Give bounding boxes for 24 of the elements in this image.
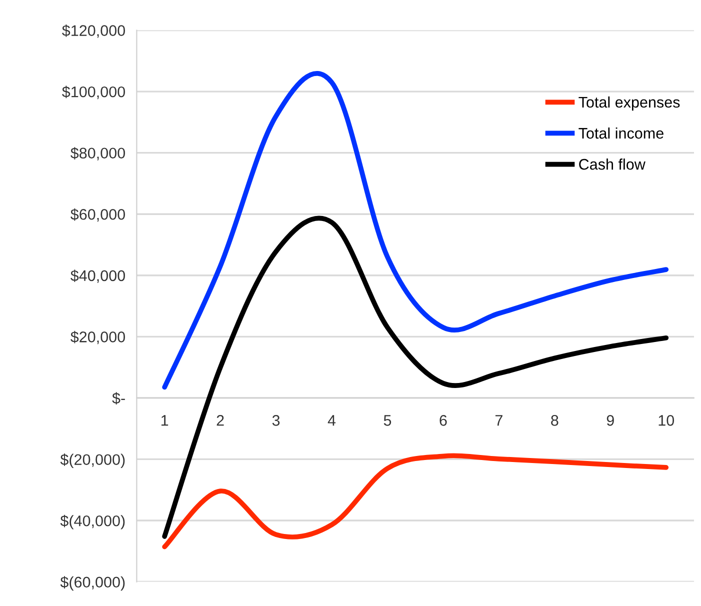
y-tick-label: $- bbox=[112, 392, 125, 405]
y-tick-label: $(20,000) bbox=[60, 454, 125, 468]
y-tick-label: $(40,000) bbox=[60, 514, 125, 530]
x-tick-label: 3 bbox=[272, 415, 280, 426]
y-tick-label: $60,000 bbox=[70, 208, 125, 222]
legend-label: Total expenses bbox=[578, 96, 680, 111]
y-tick-label: $(60,000) bbox=[60, 576, 125, 591]
x-tick-label: 10 bbox=[658, 415, 674, 426]
x-tick-label: 5 bbox=[384, 415, 392, 426]
y-tick-label: $40,000 bbox=[70, 270, 125, 283]
x-tick-label: 8 bbox=[551, 415, 558, 426]
y-tick-label: $120,000 bbox=[62, 24, 125, 38]
line-series bbox=[162, 453, 669, 550]
x-tick-label: 2 bbox=[216, 415, 224, 426]
x-tick-label: 1 bbox=[161, 415, 168, 426]
y-tick-label: $20,000 bbox=[70, 330, 125, 344]
y-tick-label: $100,000 bbox=[62, 86, 125, 100]
y-tick-label: $80,000 bbox=[70, 147, 125, 160]
x-tick-label: 7 bbox=[495, 415, 502, 426]
x-tick-label: 9 bbox=[606, 415, 614, 426]
legend-label: Cash flow bbox=[579, 158, 646, 170]
legend-label: Total income bbox=[578, 127, 664, 139]
x-tick-label: 6 bbox=[440, 415, 447, 426]
x-tick-label: 4 bbox=[328, 415, 336, 426]
